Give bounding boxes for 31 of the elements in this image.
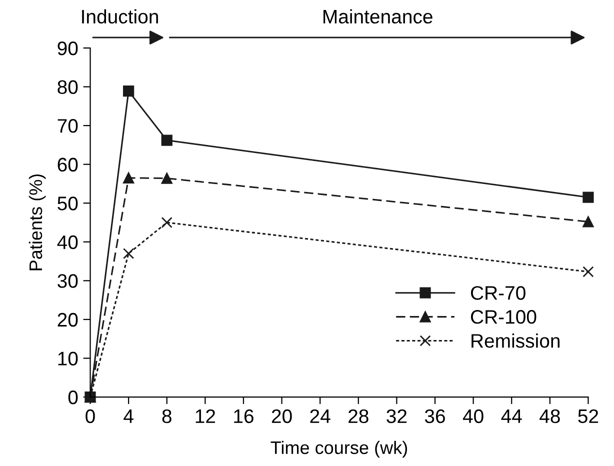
y-tick-label: 40 xyxy=(57,235,78,250)
x-tick-label: 28 xyxy=(348,409,368,424)
x-tick-label: 20 xyxy=(272,409,292,424)
y-tick-label: 70 xyxy=(58,119,78,133)
y-tick-label: 0 xyxy=(68,390,78,404)
y-tick-label: 20 xyxy=(58,312,78,327)
x-tick-label: 0 xyxy=(86,409,95,424)
text: Induction xyxy=(82,9,158,24)
x-tick-label: 8 xyxy=(162,409,172,424)
y-tick-label: 90 xyxy=(58,41,78,56)
x-tick-label: 36 xyxy=(424,409,445,424)
y-tick-label: 30 xyxy=(58,274,78,288)
y-axis-title: Patients (%) xyxy=(28,174,46,270)
x-axis-title: Time course (wk) xyxy=(270,440,407,458)
y-tick-label: 80 xyxy=(58,80,78,94)
text: Maintenance xyxy=(324,9,432,24)
x-tick-label: 52 xyxy=(578,409,598,424)
x-tick-label: 4 xyxy=(124,410,134,423)
y-tick-label: 60 xyxy=(58,158,78,172)
x-tick-label: 44 xyxy=(501,410,522,423)
legend-label: CR-70 xyxy=(470,286,526,300)
x-tick-label: 48 xyxy=(540,409,560,424)
legend-label: CR-100 xyxy=(470,310,536,324)
x-tick-label: 32 xyxy=(386,409,407,424)
y-tick-label: 10 xyxy=(58,352,78,366)
x-tick-label: 12 xyxy=(196,409,216,423)
x-tick-label: 24 xyxy=(310,409,330,423)
legend-label: Remission xyxy=(472,333,560,348)
x-tick-label: 40 xyxy=(462,409,484,424)
x-tick-label: 16 xyxy=(234,409,254,424)
y-tick-label: 50 xyxy=(58,196,78,210)
